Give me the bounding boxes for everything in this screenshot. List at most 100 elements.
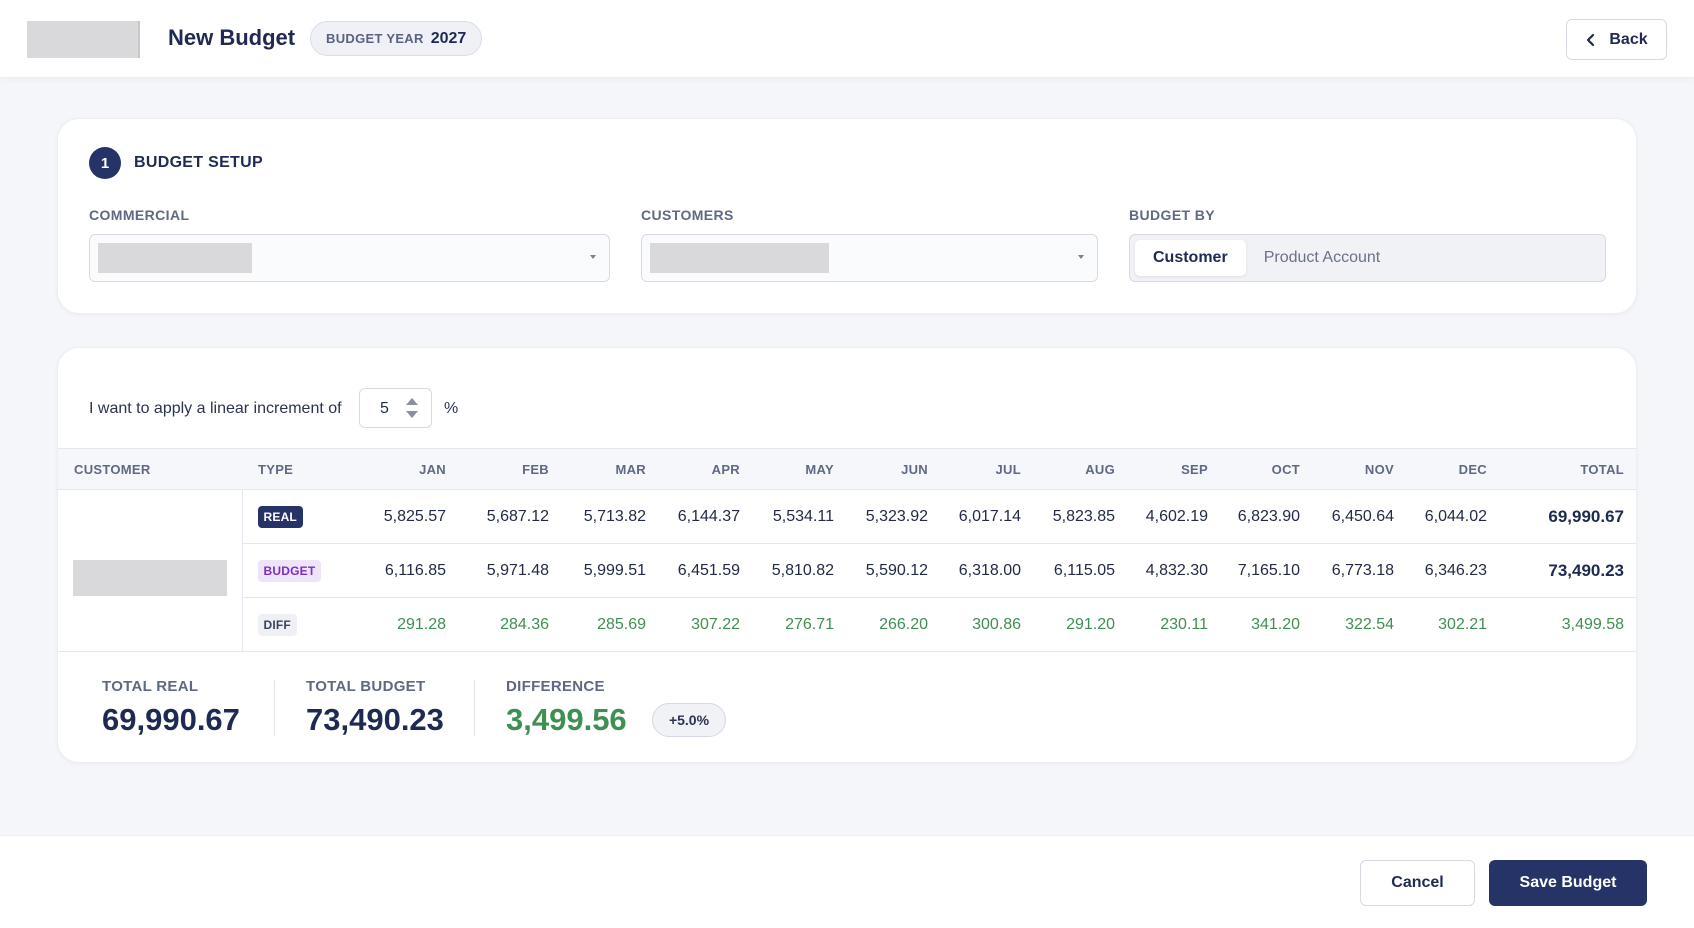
header-may: MAY xyxy=(754,448,848,490)
cell-value: 6,115.05 xyxy=(1035,543,1129,598)
budget-year-value: 2027 xyxy=(430,29,467,47)
cell-value: 6,451.59 xyxy=(660,543,754,598)
difference-percent-badge: +5.0% xyxy=(652,703,726,737)
caret-down-icon xyxy=(590,255,596,259)
cell-value: 6,116.85 xyxy=(366,543,460,598)
back-button-label: Back xyxy=(1609,30,1648,48)
cell-value: 307.22 xyxy=(660,597,754,652)
summary-divider xyxy=(274,680,275,736)
cell-value: 6,450.64 xyxy=(1314,489,1408,544)
budget-by-product-account-option[interactable]: Product Account xyxy=(1263,249,1381,266)
cell-value: 266.20 xyxy=(848,597,942,652)
increment-stepper[interactable]: 5 xyxy=(359,388,432,428)
caret-down-icon xyxy=(1078,255,1084,259)
type-badge-diff: DIFF xyxy=(257,613,297,636)
header-aug: AUG xyxy=(1035,448,1129,490)
cancel-button[interactable]: Cancel xyxy=(1360,860,1475,906)
type-badge-real: REAL xyxy=(257,505,303,528)
chevron-left-icon xyxy=(1587,33,1595,46)
type-cell: DIFF xyxy=(242,597,366,652)
header-sep: SEP xyxy=(1129,448,1222,490)
header-feb: FEB xyxy=(460,448,563,490)
budget-year-label: BUDGET YEAR xyxy=(326,31,424,46)
cell-value: 5,534.11 xyxy=(754,489,848,544)
customers-selected-value xyxy=(650,243,829,273)
table-row-diff: DIFF 291.28 284.36 285.69 307.22 276.71 … xyxy=(58,597,1636,652)
cell-value: 5,323.92 xyxy=(848,489,942,544)
cell-value: 276.71 xyxy=(754,597,848,652)
cell-value: 6,318.00 xyxy=(942,543,1035,598)
header-total: TOTAL xyxy=(1501,448,1636,490)
cell-value: 322.54 xyxy=(1314,597,1408,652)
cell-value: 4,832.30 xyxy=(1129,543,1222,598)
customer-cell xyxy=(58,489,243,652)
cell-value: 341.20 xyxy=(1222,597,1314,652)
difference-label: DIFFERENCE xyxy=(506,678,605,695)
header-customer: CUSTOMER xyxy=(58,448,242,490)
increment-unit: % xyxy=(444,400,459,417)
cell-value: 4,602.19 xyxy=(1129,489,1222,544)
cell-total: 73,490.23 xyxy=(1501,543,1636,598)
cell-value: 5,687.12 xyxy=(460,489,563,544)
back-button[interactable]: Back xyxy=(1566,19,1667,60)
cell-value: 6,144.37 xyxy=(660,489,754,544)
budget-by-label: BUDGET BY xyxy=(1129,207,1216,223)
cell-value: 291.20 xyxy=(1035,597,1129,652)
cell-value: 5,713.82 xyxy=(563,489,660,544)
total-budget-label: TOTAL BUDGET xyxy=(306,678,426,695)
cell-value: 284.36 xyxy=(460,597,563,652)
header-jan: JAN xyxy=(366,448,460,490)
budget-by-customer-option[interactable]: Customer xyxy=(1135,240,1246,276)
cell-total: 3,499.58 xyxy=(1501,597,1636,652)
header-dec: DEC xyxy=(1408,448,1501,490)
footer-bar: Cancel Save Budget xyxy=(0,835,1694,928)
commercial-select[interactable] xyxy=(89,234,610,282)
company-logo xyxy=(27,21,140,58)
cell-value: 5,823.85 xyxy=(1035,489,1129,544)
cell-value: 5,810.82 xyxy=(754,543,848,598)
header-apr: APR xyxy=(660,448,754,490)
customers-label: CUSTOMERS xyxy=(641,207,734,223)
difference-value: 3,499.56 xyxy=(506,702,627,737)
header-jul: JUL xyxy=(942,448,1035,490)
table-header-row: CUSTOMER TYPE JAN FEB MAR APR MAY JUN JU… xyxy=(58,448,1636,490)
cell-value: 302.21 xyxy=(1408,597,1501,652)
cell-value: 7,165.10 xyxy=(1222,543,1314,598)
commercial-selected-value xyxy=(98,243,252,273)
customer-name xyxy=(73,560,227,596)
cell-value: 6,044.02 xyxy=(1408,489,1501,544)
budget-setup-card: 1 BUDGET SETUP COMMERCIAL CUSTOMERS BUDG… xyxy=(57,118,1637,314)
cell-value: 230.11 xyxy=(1129,597,1222,652)
save-budget-button[interactable]: Save Budget xyxy=(1489,860,1647,906)
cell-total: 69,990.67 xyxy=(1501,489,1636,544)
commercial-label: COMMERCIAL xyxy=(89,207,190,223)
increment-down-icon[interactable] xyxy=(406,411,418,418)
step-title: BUDGET SETUP xyxy=(134,154,263,171)
budget-table: CUSTOMER TYPE JAN FEB MAR APR MAY JUN JU… xyxy=(58,448,1636,652)
page-title: New Budget xyxy=(168,25,296,50)
header-jun: JUN xyxy=(848,448,942,490)
increment-up-icon[interactable] xyxy=(406,398,418,405)
type-cell: BUDGET xyxy=(242,543,366,598)
cell-value: 5,590.12 xyxy=(848,543,942,598)
cell-value: 5,999.51 xyxy=(563,543,660,598)
cell-value: 300.86 xyxy=(942,597,1035,652)
cell-value: 6,346.23 xyxy=(1408,543,1501,598)
budget-year-badge: BUDGET YEAR 2027 xyxy=(310,21,483,56)
budget-by-toggle: Customer Product Account xyxy=(1129,234,1606,282)
increment-value: 5 xyxy=(380,400,389,417)
total-real-value: 69,990.67 xyxy=(102,702,240,737)
table-row-real: REAL 5,825.57 5,687.12 5,713.82 6,144.37… xyxy=(58,489,1636,652)
cell-value: 291.28 xyxy=(366,597,460,652)
top-bar: New Budget BUDGET YEAR 2027 Back xyxy=(0,0,1694,78)
total-budget-value: 73,490.23 xyxy=(306,702,444,737)
header-mar: MAR xyxy=(563,448,660,490)
customers-select[interactable] xyxy=(641,234,1098,282)
table-row-budget: BUDGET 6,116.85 5,971.48 5,999.51 6,451.… xyxy=(58,543,1636,598)
cell-value: 6,773.18 xyxy=(1314,543,1408,598)
cell-value: 6,823.90 xyxy=(1222,489,1314,544)
summary-divider xyxy=(474,680,475,736)
total-real-label: TOTAL REAL xyxy=(102,678,199,695)
header-nov: NOV xyxy=(1314,448,1408,490)
budget-table-card: I want to apply a linear increment of 5 … xyxy=(57,347,1637,763)
